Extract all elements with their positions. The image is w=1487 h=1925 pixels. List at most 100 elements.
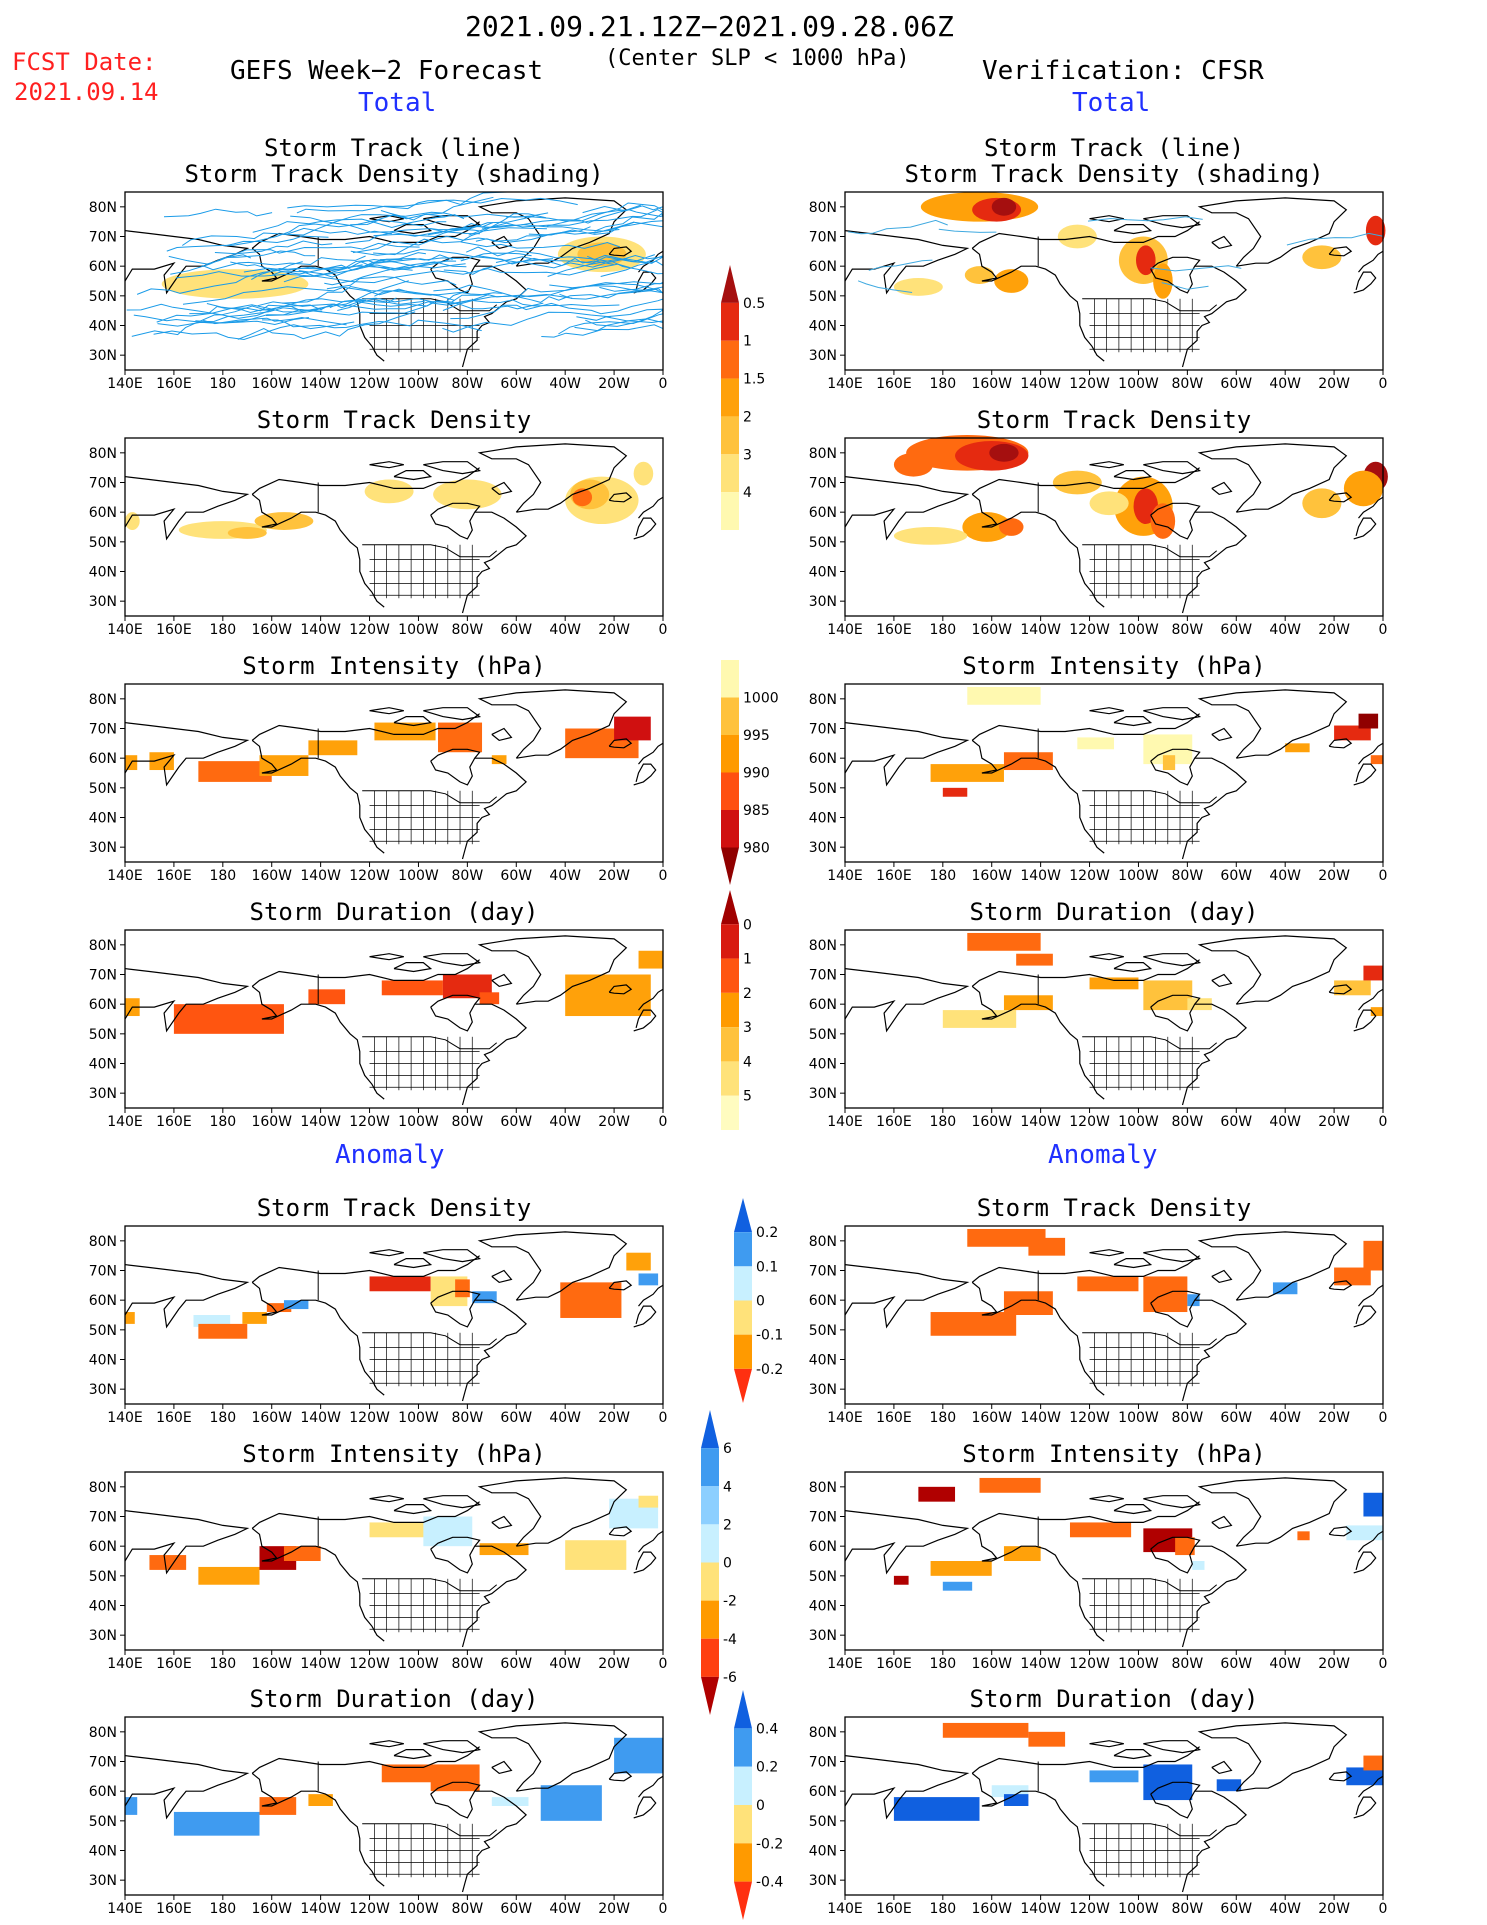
storm-track-line bbox=[224, 250, 316, 258]
colorbar-swatch bbox=[721, 772, 739, 810]
x-tick-label: 80W bbox=[452, 376, 484, 392]
colorbar-density-total: 0.5 1 1.5 2 3 4 bbox=[721, 265, 765, 530]
grid-cell bbox=[242, 1312, 267, 1324]
right-panel-duration: 140E 160E 180 160W 140W 120W 100W 80W 60W 40W 20W 0… bbox=[809, 929, 1387, 1130]
storm-track-line bbox=[261, 319, 482, 332]
map-frame bbox=[124, 929, 664, 1109]
x-tick-label: 0 bbox=[659, 1410, 668, 1426]
x-tick-label: 100W bbox=[1118, 1410, 1159, 1426]
coastline bbox=[477, 935, 628, 1005]
colorbar-label: -0.2 bbox=[756, 1362, 783, 1378]
colorbar-label: 0 bbox=[743, 917, 752, 933]
x-tick-label: 160E bbox=[876, 868, 912, 884]
coastline bbox=[1353, 1009, 1377, 1032]
y-tick-label: 70N bbox=[89, 968, 117, 984]
x-tick-label: 160E bbox=[876, 1114, 912, 1130]
grid-cell bbox=[1192, 1561, 1205, 1570]
x-tick-label: 160W bbox=[971, 1410, 1012, 1426]
colorbar-label: 0.5 bbox=[743, 296, 765, 312]
coastline bbox=[844, 1510, 970, 1575]
colorbar-label: 0.2 bbox=[756, 1225, 778, 1241]
map-frame bbox=[124, 191, 664, 371]
colorbar-label: 4 bbox=[723, 1479, 732, 1495]
panel-title: Storm Duration (day) bbox=[250, 1685, 539, 1713]
right-column-title: Verification: CFSR bbox=[982, 56, 1264, 86]
x-tick-label: 160W bbox=[251, 1410, 292, 1426]
coastline bbox=[1211, 727, 1233, 742]
coastline bbox=[844, 230, 970, 295]
grid-cell bbox=[1003, 1546, 1041, 1561]
panel-title: Storm Track Density bbox=[977, 1194, 1252, 1222]
grid-cell bbox=[283, 1546, 321, 1561]
coastline bbox=[393, 1748, 433, 1760]
y-tick-label: 60N bbox=[89, 751, 117, 767]
x-tick-label: 60W bbox=[500, 1114, 532, 1130]
storm-track-line bbox=[126, 280, 409, 319]
grid-cell bbox=[1346, 1525, 1383, 1541]
coastline bbox=[369, 953, 404, 961]
storm-track-line bbox=[326, 276, 457, 290]
colorbar-swatch bbox=[721, 958, 739, 993]
x-tick-label: 140E bbox=[827, 1410, 863, 1426]
y-tick-label: 70N bbox=[89, 1510, 117, 1526]
coastline bbox=[844, 968, 970, 1033]
colorbar-swatch bbox=[701, 1524, 719, 1563]
storm-track-line bbox=[296, 191, 519, 214]
coastline bbox=[1089, 1249, 1124, 1257]
coastline bbox=[423, 707, 482, 721]
x-tick-label: 0 bbox=[1379, 1410, 1388, 1426]
density-contour bbox=[893, 278, 943, 296]
grid-cell bbox=[423, 1516, 473, 1547]
coastline bbox=[369, 1495, 404, 1503]
y-tick-label: 80N bbox=[809, 1234, 837, 1250]
grid-cell bbox=[472, 1291, 497, 1304]
coastline bbox=[638, 250, 664, 273]
coastline bbox=[1358, 250, 1384, 273]
grid-cell bbox=[1077, 1276, 1139, 1292]
y-tick-label: 60N bbox=[89, 1784, 117, 1800]
right-panel-track: 140E 160E 180 160W 140W 120W 100W 80W 60W 40W 20W 0… bbox=[809, 191, 1387, 392]
y-tick-label: 30N bbox=[89, 594, 117, 610]
x-tick-label: 80W bbox=[452, 622, 484, 638]
right-panel-density: 140E 160E 180 160W 140W 120W 100W 80W 60W 40W 20W 0… bbox=[809, 435, 1388, 638]
coastline bbox=[1113, 470, 1153, 481]
colorbar-swatch bbox=[701, 1486, 719, 1525]
storm-track-line bbox=[202, 255, 366, 271]
grid-cell bbox=[565, 974, 651, 1017]
x-tick-label: 140W bbox=[300, 1410, 341, 1426]
coastline bbox=[844, 476, 970, 541]
storm-track-line bbox=[466, 246, 664, 275]
coastline bbox=[608, 1280, 633, 1291]
x-tick-label: 140E bbox=[107, 622, 143, 638]
storm-track-line bbox=[225, 235, 329, 247]
grid-cell bbox=[283, 1300, 309, 1310]
x-tick-label: 60W bbox=[1220, 1901, 1252, 1917]
x-tick-label: 20W bbox=[1318, 1114, 1350, 1130]
left-anomaly-label: Anomaly bbox=[335, 1140, 445, 1170]
x-tick-label: 180 bbox=[209, 1901, 236, 1917]
coastline bbox=[1181, 1790, 1247, 1893]
left-panel-a_intensity: 140E 160E 180 160W 140W 120W 100W 80W 60W 40W 20W 0… bbox=[89, 1471, 667, 1672]
colorbar-swatch bbox=[701, 1448, 719, 1487]
storm-track-line bbox=[265, 300, 544, 316]
y-tick-label: 80N bbox=[89, 1725, 117, 1741]
y-tick-label: 60N bbox=[89, 259, 117, 275]
colorbar-label: 2 bbox=[743, 986, 752, 1002]
coastline bbox=[393, 715, 433, 727]
x-tick-label: 160W bbox=[971, 622, 1012, 638]
y-tick-label: 30N bbox=[809, 1086, 837, 1102]
coastline bbox=[251, 985, 385, 1100]
colorbar-label: -0.1 bbox=[756, 1328, 783, 1344]
panel-title: Storm Intensity (hPa) bbox=[962, 652, 1265, 680]
storm-track-line bbox=[257, 292, 503, 310]
storm-track-line bbox=[202, 316, 347, 326]
coastline bbox=[1353, 517, 1377, 540]
coastline bbox=[1143, 1495, 1202, 1509]
storm-track-line bbox=[443, 254, 664, 275]
coastline bbox=[1150, 1536, 1201, 1574]
storm-track-line bbox=[478, 255, 614, 267]
grid-cell bbox=[979, 1477, 1041, 1493]
grid-cell bbox=[1089, 977, 1139, 990]
storm-track-line bbox=[1087, 216, 1203, 222]
